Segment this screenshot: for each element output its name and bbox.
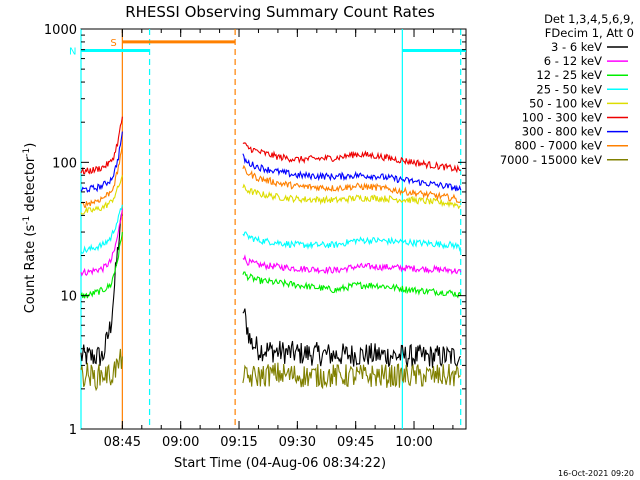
legend-label-8: 7000 - 15000 keV [500,153,602,167]
x-axis-label: Start Time (04-Aug-06 08:34:22) [174,456,386,471]
series-line-4-0 [80,175,123,215]
y-axis-label: Count Rate (s-1 detector-1) [22,143,38,314]
y-ticks: 1 10 100 1000 [44,23,466,438]
series-line-1-0 [80,208,123,277]
y-tick-label-3: 1000 [44,23,77,38]
x-tick-label-0: 08:45 [104,435,141,450]
series-line-8-1 [242,362,461,390]
legend-label-4: 50 - 100 keV [529,96,602,110]
series-line-7-1 [242,164,462,203]
y-axis-label-sup2: -1 [22,148,32,157]
state-spans: SN [69,38,466,57]
series-line-3-1 [242,231,462,252]
legend-label-0: 3 - 6 keV [551,40,602,54]
y-axis-label-main: Count Rate (s [23,225,38,314]
legend-header-2: FDecim 1, Att 0 [545,26,634,40]
x-tick-label-5: 10:00 [395,435,432,450]
x-tick-label-2: 09:15 [220,435,257,450]
series-line-2-1 [242,271,462,299]
series-line-8-0 [80,348,123,392]
series-line-6-1 [242,153,462,192]
x-tick-label-3: 09:30 [279,435,316,450]
y-axis-label-mid: detector [23,156,38,216]
series-line-6-0 [80,131,123,193]
series-group [80,116,462,392]
legend-label-3: 25 - 50 keV [536,82,602,96]
footer-timestamp: 16-Oct-2021 09:20 [558,469,634,478]
legend-label-6: 300 - 800 keV [522,125,602,139]
legend-label-7: 800 - 7000 keV [514,139,602,153]
series-line-3-0 [80,204,123,254]
legend-label-5: 100 - 300 keV [522,111,602,125]
x-ticks: 08:45 09:00 09:15 09:30 09:45 10:00 [104,29,454,450]
legend-header-1: Det 1,3,4,5,6,9, [544,12,634,26]
y-axis-label-end: ) [23,143,38,148]
series-line-1-1 [242,254,462,275]
y-axis-label-sup1: -1 [22,216,32,225]
y-tick-label-1: 10 [60,290,77,305]
legend-label-1: 6 - 12 keV [544,54,602,68]
series-line-5-1 [242,142,461,174]
chart-title: RHESSI Observing Summary Count Rates [125,3,435,21]
y-tick-label-0: 1 [69,423,77,438]
x-tick-label-1: 09:00 [162,435,199,450]
x-tick-label-4: 09:45 [337,435,374,450]
series-line-4-1 [242,183,461,210]
series-line-0-1 [242,308,461,368]
series-line-0-0 [80,213,123,366]
state-span-label-0: S [110,38,116,49]
legend: Det 1,3,4,5,6,9, FDecim 1, Att 0 3 - 6 k… [500,12,634,167]
series-line-5-0 [80,116,123,175]
series-line-2-0 [80,232,123,299]
legend-label-2: 12 - 25 keV [536,68,602,82]
series-line-7-0 [80,142,123,208]
state-span-label-1: N [69,46,76,57]
y-tick-label-2: 100 [52,156,77,171]
